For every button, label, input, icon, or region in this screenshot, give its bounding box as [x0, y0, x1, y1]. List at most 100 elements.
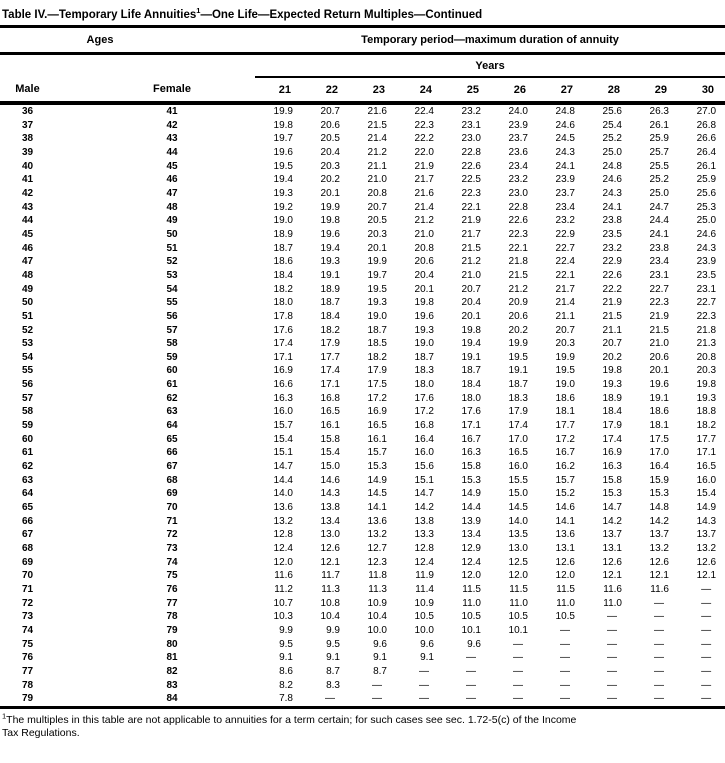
multiple-value-cell: 11.0: [556, 597, 575, 609]
multiple-value-cell: 18.0: [273, 297, 293, 309]
multiple-value-cell: 9.1: [279, 652, 293, 664]
multiple-value-cell: 18.6: [273, 256, 293, 268]
multiple-value-cell: 19.3: [696, 392, 717, 404]
multiple-value-cell: 19.6: [649, 379, 669, 391]
table-row: 56 61 16.6 17.1 17.5 18.0 18.4 18.7 19.0 19.3 19.6…: [0, 378, 725, 392]
multiple-value-cell: 19.5: [508, 351, 528, 363]
multiple-value-cell: 9.6: [373, 638, 387, 650]
multiple-value-cell: 11.5: [462, 583, 481, 595]
multiple-value-cell: 18.9: [320, 283, 340, 295]
male-age-cell: 57: [21, 392, 34, 404]
multiple-value-cell: 24.3: [602, 187, 622, 199]
no-value-dash-cell: —: [513, 638, 523, 650]
group-header-row: Ages Temporary period—maximum duration o…: [0, 28, 725, 55]
multiple-value-cell: 22.6: [461, 160, 481, 172]
multiple-value-cell: 12.1: [696, 570, 717, 582]
multiple-value-cell: 15.5: [508, 474, 528, 486]
multiple-value-cell: 13.7: [649, 529, 669, 541]
no-value-dash-cell: —: [466, 679, 476, 691]
multiple-value-cell: 17.6: [414, 392, 434, 404]
male-age-cell: 53: [21, 338, 34, 350]
male-age-cell: 36: [21, 106, 34, 117]
female-age-cell: 79: [166, 624, 178, 636]
multiple-value-cell: 14.4: [461, 502, 481, 514]
multiple-value-cell: 15.7: [273, 420, 293, 432]
no-value-dash-cell: —: [701, 624, 712, 636]
table-title: Table IV.—Temporary Life Annuities1—One …: [0, 0, 725, 28]
female-age-cell: 71: [166, 515, 178, 527]
multiple-value-cell: 19.3: [602, 379, 622, 391]
female-age-cell: 67: [166, 461, 178, 473]
multiple-value-cell: 21.9: [602, 297, 622, 309]
multiple-value-cell: 19.1: [461, 351, 481, 363]
male-age-cell: 60: [21, 433, 34, 445]
table-title-part1: Table IV.—Temporary Life Annuities: [2, 9, 197, 21]
multiple-value-cell: 14.8: [649, 502, 669, 514]
table-row: 51 56 17.8 18.4 19.0 19.6 20.1 20.6 21.1 21.5 21.9…: [0, 310, 725, 324]
footnote-line-1: 1The multiples in this table are not app…: [2, 712, 723, 728]
table-row: 62 67 14.7 15.0 15.3 15.6 15.8 16.0 16.2 16.3 16.4…: [0, 460, 725, 474]
multiple-value-cell: 15.1: [414, 474, 434, 486]
no-value-dash-cell: —: [654, 624, 664, 636]
male-age-cell: 63: [21, 474, 34, 486]
multiple-value-cell: 25.0: [649, 187, 669, 199]
multiple-value-cell: 15.3: [367, 461, 387, 473]
multiple-value-cell: 24.8: [602, 160, 622, 172]
female-column-header: Female: [55, 77, 255, 105]
no-value-dash-cell: —: [701, 597, 712, 609]
multiple-value-cell: 10.5: [414, 611, 434, 623]
male-age-cell: 75: [21, 638, 34, 650]
multiple-value-cell: 10.9: [414, 597, 434, 609]
multiple-value-cell: 18.4: [602, 406, 622, 418]
multiple-value-cell: 20.8: [414, 242, 434, 254]
multiple-value-cell: 20.1: [367, 242, 387, 254]
male-age-cell: 61: [21, 447, 34, 459]
multiple-value-cell: 22.2: [414, 133, 434, 145]
multiple-value-cell: 20.7: [555, 324, 575, 336]
no-value-dash-cell: —: [466, 665, 476, 677]
table-row: 43 48 19.2 19.9 20.7 21.4 22.1 22.8 23.4 24.1 24.7…: [0, 201, 725, 215]
multiple-value-cell: 14.2: [414, 502, 434, 514]
multiple-value-cell: 24.5: [555, 133, 575, 145]
multiple-value-cell: 12.6: [649, 556, 669, 568]
multiple-value-cell: 17.4: [273, 338, 293, 350]
multiple-value-cell: 23.1: [649, 269, 669, 281]
multiple-value-cell: 18.2: [696, 420, 717, 432]
multiple-value-cell: 19.9: [508, 338, 528, 350]
multiple-value-cell: 24.1: [649, 228, 669, 240]
multiple-value-cell: 12.7: [367, 543, 387, 554]
temporary-period-group-header: Temporary period—maximum duration of ann…: [255, 28, 725, 55]
footnote-text-1: The multiples in this table are not appl…: [6, 713, 577, 726]
multiple-value-cell: 25.5: [649, 160, 669, 172]
male-age-cell: 47: [21, 256, 34, 268]
year-column-header: 30: [678, 77, 725, 105]
year-column-header: 22: [302, 77, 349, 105]
multiple-value-cell: 19.3: [367, 297, 387, 309]
table-row: 75 80 9.5 9.5 9.6 9.6 9.6 — — — — —: [0, 638, 725, 652]
female-age-cell: 53: [166, 269, 178, 281]
female-age-cell: 47: [166, 187, 178, 199]
multiple-value-cell: 18.7: [461, 365, 481, 377]
no-value-dash-cell: —: [607, 638, 617, 650]
multiple-value-cell: 19.8: [461, 324, 481, 336]
multiple-value-cell: 20.9: [508, 297, 528, 309]
multiple-value-cell: 19.0: [367, 310, 387, 322]
multiple-value-cell: 26.3: [649, 106, 669, 117]
multiple-value-cell: 11.0: [603, 597, 622, 609]
male-age-cell: 66: [21, 515, 34, 527]
multiple-value-cell: 24.4: [649, 215, 669, 227]
multiple-value-cell: 15.6: [414, 461, 434, 473]
multiple-value-cell: 21.7: [461, 228, 481, 240]
male-age-cell: 62: [21, 461, 34, 473]
table-row: 68 73 12.4 12.6 12.7 12.8 12.9 13.0 13.1 13.1 13.2…: [0, 542, 725, 556]
multiple-value-cell: 20.4: [461, 297, 481, 309]
table-row: 67 72 12.8 13.0 13.2 13.3 13.4 13.5 13.6 13.7 13.7…: [0, 528, 725, 542]
no-value-dash-cell: —: [701, 665, 712, 677]
multiple-value-cell: 15.4: [273, 433, 293, 445]
multiple-value-cell: 18.5: [367, 338, 387, 350]
multiple-value-cell: 11.4: [415, 583, 434, 595]
multiple-value-cell: 20.6: [320, 119, 340, 131]
multiple-value-cell: 19.6: [320, 228, 340, 240]
multiple-value-cell: 19.1: [320, 269, 340, 281]
female-age-cell: 46: [166, 174, 178, 186]
